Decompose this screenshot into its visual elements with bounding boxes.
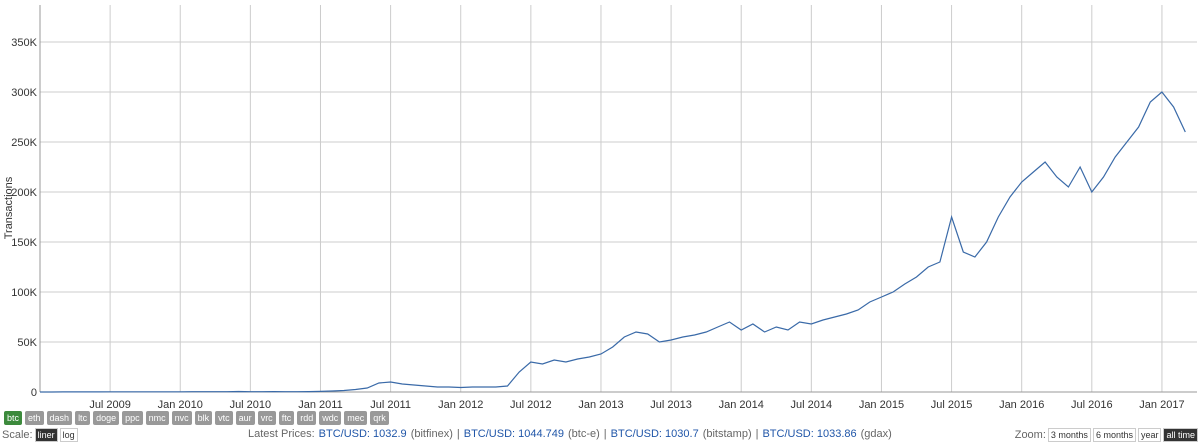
zoom-button[interactable]: year xyxy=(1137,428,1162,442)
coin-tag[interactable]: vrc xyxy=(257,411,276,425)
separator: | xyxy=(603,428,607,440)
coin-tag[interactable]: blk xyxy=(194,411,213,425)
coin-tag[interactable]: wdc xyxy=(319,411,342,425)
y-tick-label: 350K xyxy=(11,37,37,49)
price-source: (btc-e) xyxy=(568,428,600,440)
separator: | xyxy=(755,428,759,440)
y-axis-label: Transactions xyxy=(3,176,15,239)
coin-tag[interactable]: doge xyxy=(93,411,120,425)
price-pair[interactable]: BTC/USD: 1030.7 xyxy=(610,428,699,440)
coin-tag[interactable]: qrk xyxy=(370,411,389,425)
x-tick-label: Jul 2010 xyxy=(230,399,272,410)
data-line xyxy=(40,91,1186,393)
y-tick-label: 0 xyxy=(31,387,37,399)
y-tick-label: 250K xyxy=(11,137,37,149)
coin-tag[interactable]: eth xyxy=(25,411,44,425)
scale-label: Scale: xyxy=(2,429,33,441)
zoom-button[interactable]: 6 months xyxy=(1092,428,1136,442)
scale-control: Scale: liner log xyxy=(2,428,78,442)
latest-prices: Latest Prices: BTC/USD: 1032.9 (bitfinex) |… xyxy=(248,428,892,440)
x-tick-label: Jan 2015 xyxy=(859,399,904,410)
coin-tag[interactable]: ppc xyxy=(122,411,143,425)
x-tick-label: Jul 2014 xyxy=(791,399,833,410)
scale-button[interactable]: liner xyxy=(34,428,58,442)
x-tick-label: Jul 2016 xyxy=(1071,399,1113,410)
chart: Transactions 0 50K 100K 150K 200K 250K 300K 350… xyxy=(3,5,1197,411)
separator: | xyxy=(456,428,460,440)
coin-tag[interactable]: aur xyxy=(235,411,255,425)
x-tick-label: Jan 2013 xyxy=(578,399,623,410)
price-pair[interactable]: BTC/USD: 1033.86 xyxy=(762,428,857,440)
x-tick-label: Jul 2012 xyxy=(510,399,552,410)
coin-tag[interactable]: ltc xyxy=(75,411,91,425)
y-tick-label: 150K xyxy=(11,237,37,249)
coin-tag[interactable]: nvc xyxy=(171,411,192,425)
x-tick-label: Jul 2015 xyxy=(931,399,973,410)
zoom-button[interactable]: all time xyxy=(1163,428,1198,442)
x-tick-label: Jul 2011 xyxy=(370,399,411,410)
price-source: (bitstamp) xyxy=(702,428,752,440)
price-source: (bitfinex) xyxy=(410,428,453,440)
zoom-button[interactable]: 3 months xyxy=(1047,428,1091,442)
price-pair[interactable]: BTC/USD: 1044.749 xyxy=(463,428,565,440)
status-bar: Scale: liner log Latest Prices: BTC/USD: 10… xyxy=(2,428,1198,444)
coin-tag[interactable]: ftc xyxy=(278,411,295,425)
zoom-control: Zoom: 3 months 6 months year all time xyxy=(1015,428,1198,442)
coin-tag[interactable]: dash xyxy=(46,411,73,425)
y-tick-label: 50K xyxy=(17,337,37,349)
x-tick-label: Jan 2014 xyxy=(719,399,764,410)
coin-tag[interactable]: rdd xyxy=(297,411,317,425)
x-tick-label: Jan 2012 xyxy=(438,399,483,410)
coin-tag[interactable]: mec xyxy=(344,411,368,425)
prices-label: Latest Prices: xyxy=(248,428,315,440)
x-tick-label: Jan 2010 xyxy=(158,399,203,410)
y-tick-label: 300K xyxy=(11,87,37,99)
y-tick-label: 200K xyxy=(11,187,37,199)
x-tick-label: Jan 2017 xyxy=(1139,399,1184,410)
x-tick-label: Jan 2016 xyxy=(999,399,1044,410)
price-source: (gdax) xyxy=(860,428,892,440)
y-tick-label: 100K xyxy=(11,287,37,299)
coin-tag[interactable]: nmc xyxy=(145,411,169,425)
x-tick-label: Jul 2009 xyxy=(89,399,131,410)
scale-button[interactable]: log xyxy=(59,428,78,442)
coin-tag[interactable]: btc xyxy=(4,411,23,425)
x-tick-label: Jul 2013 xyxy=(650,399,692,410)
price-pair[interactable]: BTC/USD: 1032.9 xyxy=(318,428,407,440)
coin-tags: btc eth dash ltc doge ppc nmc nvc blk vtc aur vrc ft… xyxy=(4,411,389,425)
x-tick-label: Jan 2011 xyxy=(298,399,342,410)
coin-tag[interactable]: vtc xyxy=(215,411,233,425)
zoom-label: Zoom: xyxy=(1014,429,1046,441)
